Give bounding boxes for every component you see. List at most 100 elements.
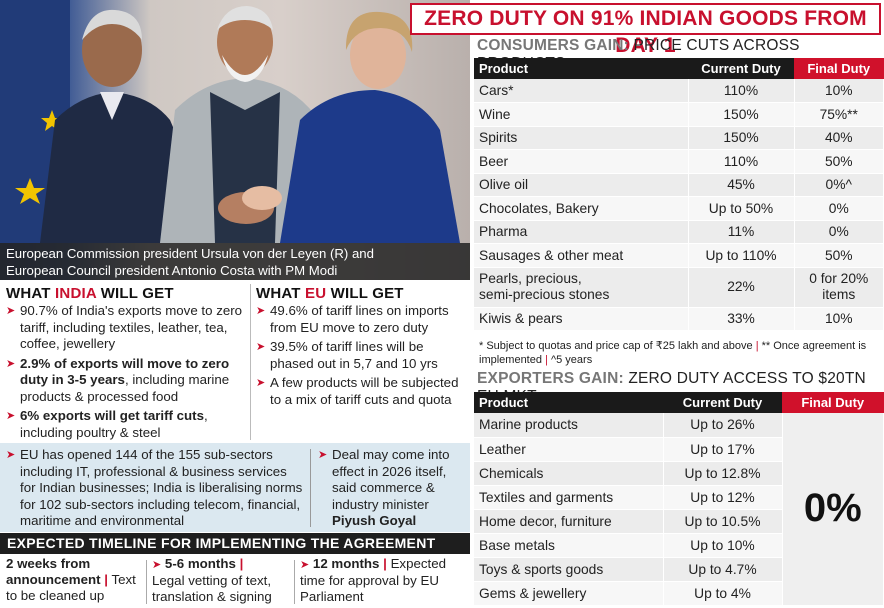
footnote-pipe-2: |	[545, 354, 548, 366]
final-duty-cell: 0%	[794, 196, 884, 221]
header-product: Product	[474, 58, 688, 79]
caption-line-2: European Council president Antonio Costa…	[6, 263, 338, 278]
timeline-step-1-text: Text to be cleaned up	[6, 572, 136, 603]
timeline-step-3-pipe: |	[383, 556, 387, 571]
exporters-row: Base metals Up to 10%	[474, 533, 884, 558]
eu-heading-suffix: WILL GET	[326, 285, 404, 302]
exporters-row: Toys & sports goods Up to 4.7%	[474, 557, 884, 582]
india-bullet-2: 2.9% of exports will move to zero duty i…	[6, 356, 248, 406]
services-text: EU has opened 144 of the 155 sub-sectors…	[20, 447, 303, 528]
timeline-step-2-text: Legal vetting of text, translation & sig…	[152, 573, 272, 604]
deal-text-block: Deal may come into effect in 2026 itself…	[318, 447, 468, 530]
column-divider	[250, 284, 251, 440]
current-duty-cell: 150%	[688, 102, 795, 127]
india-heading-suffix: WILL GET	[96, 285, 174, 302]
product-cell: Kiwis & pears	[474, 307, 689, 331]
timeline-step-3: ➤ 12 months | Expected time for approval…	[300, 556, 468, 605]
exporters-row: Gems & jewellery Up to 4%	[474, 581, 884, 606]
product-cell: Cars*	[474, 79, 689, 103]
consumers-header-row: Product Current Duty Final Duty	[474, 58, 884, 79]
current-duty-cell: 110%	[688, 149, 795, 174]
eu-bullets: 49.6% of tariff lines on imports from EU…	[256, 303, 468, 411]
deal-bullet: Deal may come into effect in 2026 itself…	[318, 447, 468, 533]
product-cell: Chocolates, Bakery	[474, 196, 689, 221]
product-cell: Textiles and garments	[474, 485, 664, 510]
india-bullet-3-bold: 6% exports will get tariff cuts	[20, 408, 204, 423]
footnote-quota: * Subject to quotas and price cap of ₹25…	[479, 340, 753, 352]
final-duty-cell: 75%**	[794, 102, 884, 127]
exporters-row: Textiles and garments Up to 12%	[474, 485, 884, 510]
timeline-heading: EXPECTED TIMELINE FOR IMPLEMENTING THE A…	[0, 533, 470, 554]
india-bullet-3-text: , including poultry & steel	[20, 408, 208, 440]
current-duty-cell: Up to 26%	[663, 413, 783, 438]
current-duty-cell: 45%	[688, 173, 795, 197]
consumers-row: Spirits 150% 40%	[474, 126, 884, 150]
eu-bullet-1-text: 49.6% of tariff lines on imports from EU…	[270, 303, 449, 335]
footnote-pipe-1: |	[755, 340, 759, 352]
header-final-duty: Final Duty	[794, 58, 884, 79]
final-duty-cell: 10%	[794, 307, 884, 331]
timeline-step-1: 2 weeks from announcement | Text to be c…	[6, 556, 146, 604]
consumers-table-body: Cars* 110% 10% Wine 150% 75%** Spirits 150% 40% B…	[474, 79, 884, 331]
eu-heading-prefix: WHAT	[256, 285, 306, 302]
current-duty-cell: Up to 110%	[688, 243, 795, 268]
current-duty-cell: Up to 10.5%	[663, 509, 783, 534]
consumers-row: Chocolates, Bakery Up to 50% 0%	[474, 196, 884, 221]
current-duty-cell: Up to 50%	[688, 196, 795, 221]
current-duty-cell: Up to 4.7%	[663, 557, 783, 582]
timeline-step-2-pipe: |	[239, 556, 244, 571]
eu-bullet-3: A few products will be subjected to a mi…	[256, 375, 468, 408]
product-cell: Wine	[474, 102, 689, 127]
final-duty-cell: 0%^	[794, 173, 884, 197]
photo-caption: European Commission president Ursula von…	[0, 243, 470, 280]
leaders-handshake-illustration	[0, 0, 460, 243]
product-cell: Pharma	[474, 220, 689, 244]
product-cell: Gems & jewellery	[474, 581, 664, 606]
footnote-years: ^5 years	[550, 354, 593, 366]
consumers-table: Product Current Duty Final Duty Cars* 110…	[474, 58, 884, 331]
header-current-duty: Current Duty	[663, 392, 782, 413]
product-cell: Spirits	[474, 126, 689, 150]
eu-heading: WHAT EU WILL GET	[256, 285, 404, 302]
consumers-row: Pearls, precious, semi-precious stones 22…	[474, 267, 884, 308]
product-cell: Leather	[474, 437, 664, 462]
product-cell: Base metals	[474, 533, 664, 558]
india-heading: WHAT INDIA WILL GET	[6, 285, 174, 302]
product-cell: Toys & sports goods	[474, 557, 664, 582]
india-bullet-1-text: 90.7% of India's exports move to zero ta…	[20, 303, 243, 351]
consumers-footnote: * Subject to quotas and price cap of ₹25…	[479, 339, 883, 367]
consumers-row: Beer 110% 50%	[474, 149, 884, 174]
consumers-row: Kiwis & pears 33% 10%	[474, 307, 884, 331]
final-duty-cell: 50%	[794, 243, 884, 268]
current-duty-cell: 110%	[688, 79, 795, 103]
services-divider	[310, 449, 311, 527]
eu-heading-highlight: EU	[305, 285, 327, 302]
india-bullets: 90.7% of India's exports move to zero ta…	[6, 303, 248, 444]
final-duty-cell: 40%	[794, 126, 884, 150]
product-cell: Beer	[474, 149, 689, 174]
current-duty-cell: Up to 12%	[663, 485, 783, 510]
india-heading-highlight: INDIA	[55, 285, 97, 302]
main-title: ZERO DUTY ON 91% INDIAN GOODS FROM DAY 1	[410, 3, 881, 57]
current-duty-cell: Up to 17%	[663, 437, 783, 462]
product-cell: Olive oil	[474, 173, 689, 197]
minister-name: Piyush Goyal	[332, 513, 417, 528]
exporters-row: Home decor, furniture Up to 10.5%	[474, 509, 884, 534]
current-duty-cell: Up to 10%	[663, 533, 783, 558]
services-bullet: EU has opened 144 of the 155 sub-sectors…	[6, 447, 304, 533]
exporters-table: Product Current Duty Final Duty Marine p…	[474, 392, 884, 606]
india-bullet-2-text: , including marine products & processed …	[20, 372, 230, 404]
services-box: EU has opened 144 of the 155 sub-sectors…	[0, 443, 470, 532]
final-duty-cell: 0%	[794, 220, 884, 244]
product-cell: Pearls, precious, semi-precious stones	[474, 267, 689, 308]
consumers-row: Pharma 11% 0%	[474, 220, 884, 244]
exporters-row: Marine products Up to 26% 0%	[474, 413, 884, 606]
final-duty-all-cell: 0%	[782, 413, 884, 606]
india-bullet-3: 6% exports will get tariff cuts, includi…	[6, 408, 248, 441]
final-duty-cell: 50%	[794, 149, 884, 174]
consumers-row: Olive oil 45% 0%^	[474, 173, 884, 197]
india-heading-prefix: WHAT	[6, 285, 56, 302]
india-bullet-1: 90.7% of India's exports move to zero ta…	[6, 303, 248, 353]
current-duty-cell: 22%	[688, 267, 795, 308]
eu-bullet-2-text: 39.5% of tariff lines will be phased out…	[270, 339, 438, 371]
